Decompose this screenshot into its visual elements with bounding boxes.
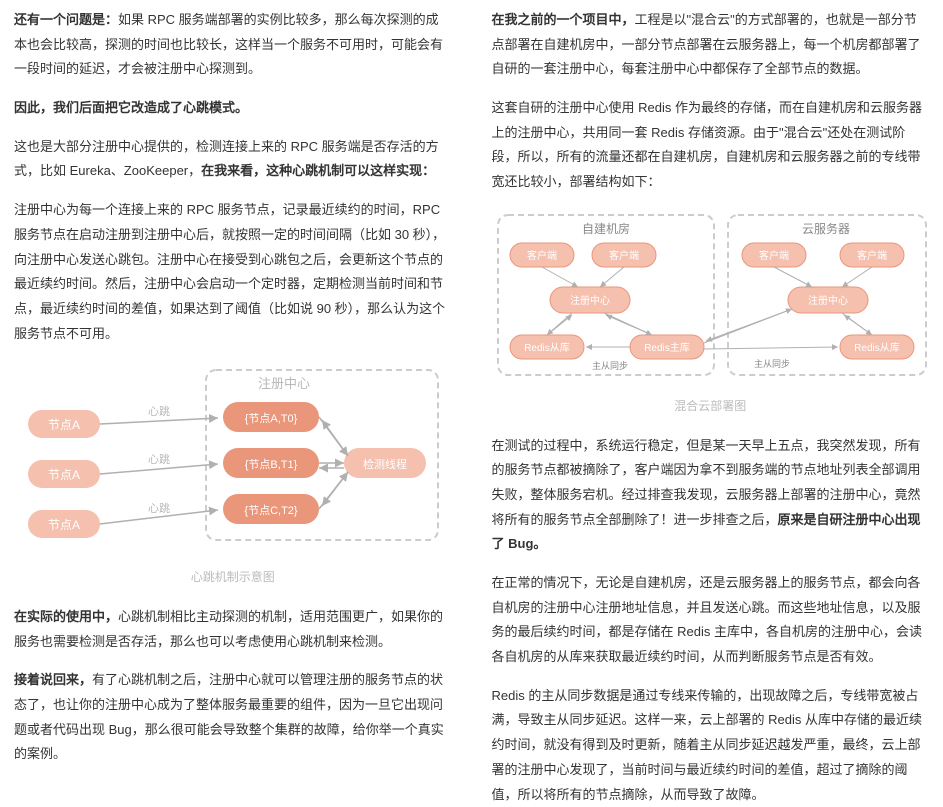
check-thread: 检测线程 <box>344 448 426 478</box>
svg-text:客户端: 客户端 <box>609 249 639 262</box>
bold-lead: 在实际的使用中， <box>14 609 118 624</box>
client-l2: 客户端 <box>592 243 656 267</box>
svg-text:客户端: 客户端 <box>759 249 789 262</box>
entry-c: {节点C,T2} <box>223 494 319 524</box>
para-normal: 在正常的情况下，无论是自建机房，还是云服务器上的服务节点，都会向各自机房的注册中… <box>492 571 930 670</box>
para-project: 在我之前的一个项目中，工程是以"混合云"的方式部署的，也就是一部分节点部署在自建… <box>492 8 930 82</box>
svg-text:节点A: 节点A <box>48 518 80 532</box>
svg-text:{节点C,T2}: {节点C,T2} <box>244 504 298 517</box>
svg-text:{节点B,T1}: {节点B,T1} <box>244 458 297 471</box>
para-redis-sync: Redis 的主从同步数据是通过专线来传输的，出现故障之后，专线带宽被占满，导致… <box>492 684 930 807</box>
node-a-2: 节点A <box>28 460 100 488</box>
para-heartbeat-desc: 这也是大部分注册中心提供的，检测连接上来的 RPC 服务端是否存活的方式，比如 … <box>14 135 452 184</box>
svg-text:Redis主库: Redis主库 <box>644 341 690 354</box>
right-column: 在我之前的一个项目中，工程是以"混合云"的方式部署的，也就是一部分节点部署在自建… <box>472 0 943 671</box>
node-a-1: 节点A <box>28 410 100 438</box>
svg-text:节点A: 节点A <box>48 468 80 482</box>
para-test: 在测试的过程中，系统运行稳定，但是某一天早上五点，我突然发现，所有的服务节点都被… <box>492 434 930 557</box>
registry-r: 注册中心 <box>788 287 868 313</box>
para-redis-desc: 这套自研的注册中心使用 Redis 作为最终的存储，而在自建机房和云服务器上的注… <box>492 96 930 195</box>
svg-text:注册中心: 注册中心 <box>808 294 848 307</box>
svg-text:Redis从库: Redis从库 <box>524 341 570 354</box>
bold-lead: 还有一个问题是： <box>14 12 118 27</box>
entry-b: {节点B,T1} <box>223 448 319 478</box>
client-l1: 客户端 <box>510 243 574 267</box>
box-left-title: 自建机房 <box>582 221 630 236</box>
bold-lead: 在我之前的一个项目中， <box>492 12 635 27</box>
heartbeat-label-3: 心跳 <box>148 501 170 515</box>
diagram1-caption: 心跳机制示意图 <box>14 566 452 589</box>
box-right-title: 云服务器 <box>802 221 850 236</box>
hybrid-cloud-diagram: 自建机房 云服务器 客户端 客户端 注册中心 Redis从库 Redis主库 客… <box>492 209 930 389</box>
bold-tail: 在我来看，这种心跳机制可以这样实现： <box>201 163 435 178</box>
redis-slave-r: Redis从库 <box>840 335 914 359</box>
entry-a: {节点A,T0} <box>223 402 319 432</box>
redis-slave-l: Redis从库 <box>510 335 584 359</box>
registry-l: 注册中心 <box>550 287 630 313</box>
client-r2: 客户端 <box>840 243 904 267</box>
heartbeat-diagram: 注册中心 节点A 节点A 节点A 心跳 心跳 <box>14 360 452 560</box>
sync-label-r: 主从同步 <box>754 358 790 369</box>
para-problem: 还有一个问题是：如果 RPC 服务端部署的实例比较多，那么每次探测的成本也会比较… <box>14 8 452 82</box>
registry-title: 注册中心 <box>258 376 310 391</box>
para-usage: 在实际的使用中，心跳机制相比主动探测的机制，适用范围更广，如果你的服务也需要检测… <box>14 605 452 654</box>
svg-text:Redis从库: Redis从库 <box>854 341 900 354</box>
para-heartbeat-detail: 注册中心为每一个连接上来的 RPC 服务节点，记录最近续约的时间，RPC 服务节… <box>14 198 452 346</box>
client-r1: 客户端 <box>742 243 806 267</box>
svg-text:注册中心: 注册中心 <box>570 294 610 307</box>
svg-text:检测线程: 检测线程 <box>363 457 407 471</box>
para-heartbeat-title: 因此，我们后面把它改造成了心跳模式。 <box>14 96 452 121</box>
svg-text:客户端: 客户端 <box>857 249 887 262</box>
para-continue: 接着说回来，有了心跳机制之后，注册中心就可以管理注册的服务节点的状态了，也让你的… <box>14 668 452 767</box>
redis-master: Redis主库 <box>630 335 704 359</box>
bold-lead: 接着说回来， <box>14 672 92 687</box>
heartbeat-label-1: 心跳 <box>148 404 170 418</box>
node-a-3: 节点A <box>28 510 100 538</box>
diagram2-caption: 混合云部署图 <box>492 395 930 418</box>
svg-text:客户端: 客户端 <box>527 249 557 262</box>
left-column: 还有一个问题是：如果 RPC 服务端部署的实例比较多，那么每次探测的成本也会比较… <box>0 0 472 671</box>
sync-label-l: 主从同步 <box>592 360 628 371</box>
svg-text:{节点A,T0}: {节点A,T0} <box>244 412 297 425</box>
heartbeat-label-2: 心跳 <box>148 452 170 466</box>
svg-text:节点A: 节点A <box>48 418 80 432</box>
